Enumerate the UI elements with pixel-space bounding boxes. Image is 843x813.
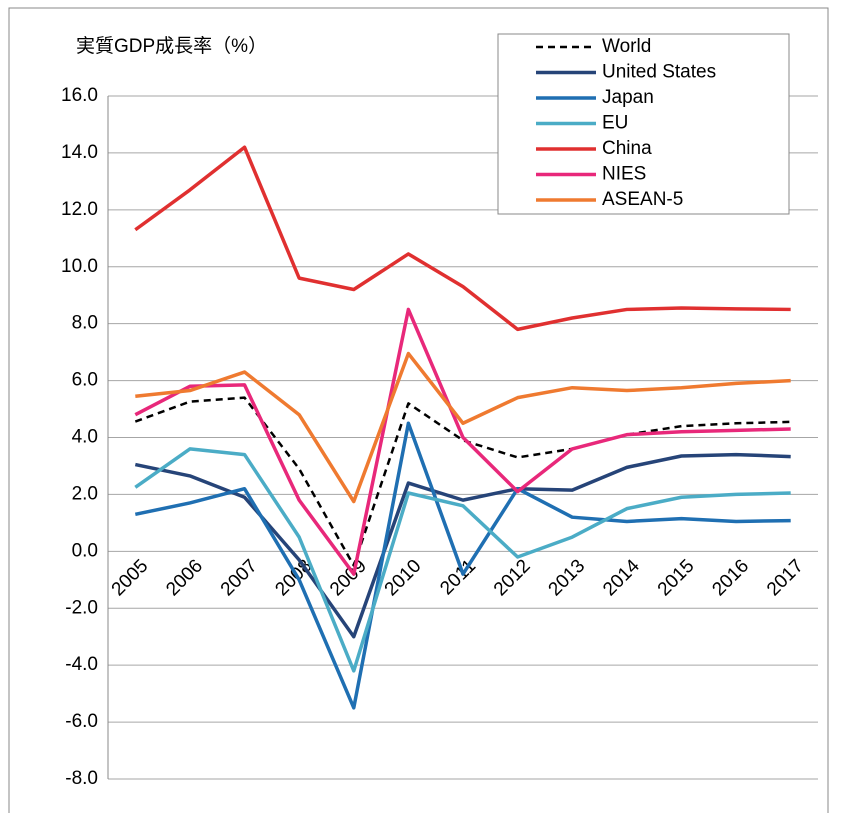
x-tick-label: 2015 [654, 556, 699, 601]
series-line [134, 447, 791, 673]
legend-label: World [602, 36, 651, 57]
y-tick-label: 4.0 [72, 427, 98, 448]
chart-title: 実質GDP成長率（%） [76, 35, 267, 57]
legend-label: Japan [602, 87, 654, 108]
x-tick-label: 2006 [162, 556, 207, 601]
x-tick-label: 2012 [490, 556, 535, 601]
legend-label: EU [602, 113, 628, 134]
series-line [134, 452, 791, 639]
y-tick-label: 14.0 [61, 142, 98, 163]
series-line [134, 145, 791, 332]
y-tick-label: -4.0 [65, 654, 98, 675]
series-line [134, 307, 791, 576]
legend-label: United States [602, 62, 716, 83]
x-tick-label: 2005 [108, 556, 153, 601]
y-tick-label: 10.0 [61, 256, 98, 277]
x-tick-label: 2013 [545, 556, 590, 601]
frame [8, 7, 829, 813]
y-tick-label: 16.0 [61, 85, 98, 106]
x-tick-label: 2017 [763, 556, 808, 601]
y-tick-label: 6.0 [72, 370, 98, 391]
y-tick-label: -2.0 [65, 597, 98, 618]
y-tick-label: 2.0 [72, 483, 98, 504]
y-tick-label: -6.0 [65, 711, 98, 732]
y-tick-label: 8.0 [72, 313, 98, 334]
series-line [135, 351, 791, 504]
x-tick-label: 2009 [326, 556, 371, 601]
y-tick-label: 12.0 [61, 199, 98, 220]
legend-label: NIES [602, 164, 646, 185]
series-line [134, 421, 791, 710]
x-tick-label: 2007 [217, 556, 262, 601]
x-tick-label: 2014 [599, 555, 644, 600]
x-tick-label: 2016 [708, 556, 753, 601]
series-line [134, 396, 791, 567]
legend-label: China [602, 138, 652, 159]
y-tick-label: -8.0 [65, 768, 98, 789]
legend-label: ASEAN-5 [602, 189, 683, 210]
y-tick-label: 0.0 [72, 540, 98, 561]
